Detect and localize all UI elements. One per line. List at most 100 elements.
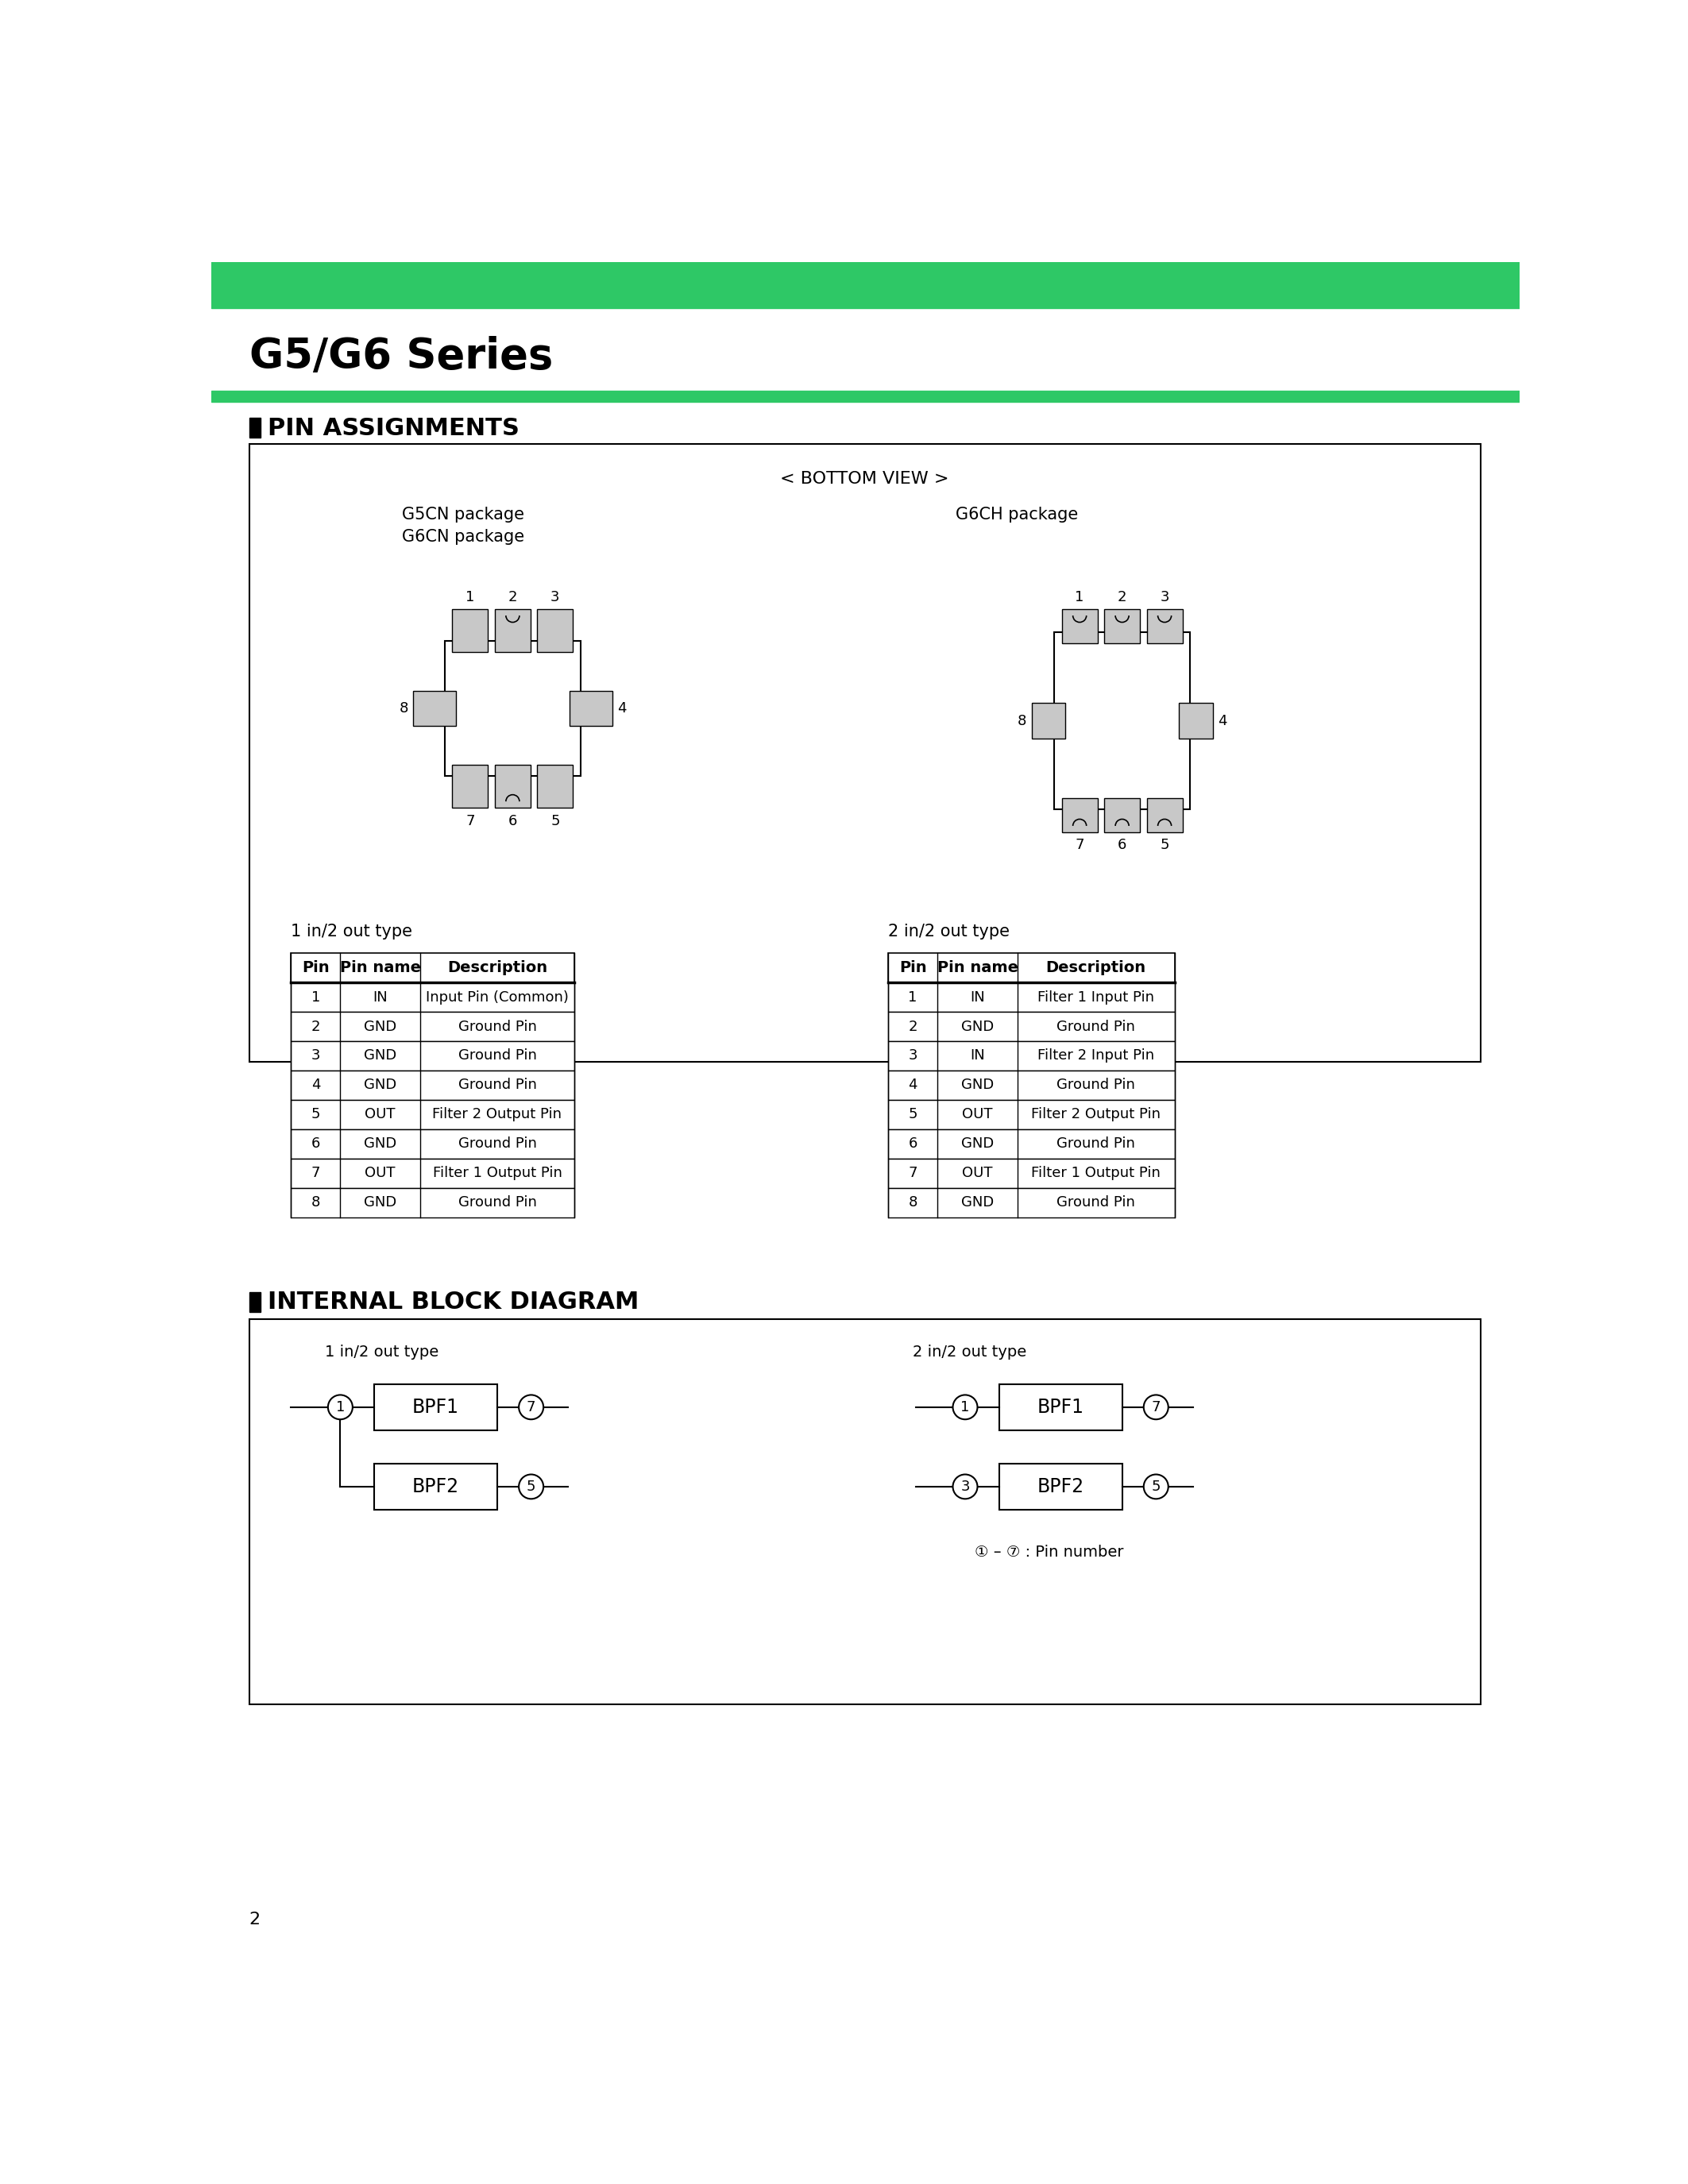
Text: 1: 1 bbox=[336, 1400, 344, 1415]
Text: 5: 5 bbox=[1160, 839, 1170, 852]
Circle shape bbox=[1144, 1474, 1168, 1498]
Text: GND: GND bbox=[365, 1195, 397, 1210]
Text: 1: 1 bbox=[311, 989, 321, 1005]
Text: 8: 8 bbox=[908, 1195, 917, 1210]
Bar bbox=[569, 690, 613, 727]
Bar bbox=[414, 690, 456, 727]
Text: GND: GND bbox=[960, 1136, 994, 1151]
Bar bbox=[1062, 799, 1097, 832]
Text: 7: 7 bbox=[908, 1166, 917, 1179]
Circle shape bbox=[1144, 1396, 1168, 1420]
Text: 2 in/2 out type: 2 in/2 out type bbox=[888, 924, 1009, 939]
Text: G5CN package
G6CN package: G5CN package G6CN package bbox=[402, 507, 525, 544]
Text: G5/G6 Series: G5/G6 Series bbox=[250, 336, 552, 378]
Text: Input Pin (Common): Input Pin (Common) bbox=[425, 989, 569, 1005]
Text: 6: 6 bbox=[311, 1136, 321, 1151]
Bar bbox=[452, 764, 488, 808]
Text: 5: 5 bbox=[908, 1107, 917, 1123]
Text: Ground Pin: Ground Pin bbox=[457, 1079, 537, 1092]
Bar bbox=[375, 1385, 498, 1431]
Text: Pin: Pin bbox=[302, 961, 329, 976]
Text: 1: 1 bbox=[466, 590, 474, 605]
Bar bbox=[211, 391, 1519, 402]
Text: 7: 7 bbox=[311, 1166, 321, 1179]
Text: Pin: Pin bbox=[900, 961, 927, 976]
Text: BPF1: BPF1 bbox=[412, 1398, 459, 1417]
Text: 4: 4 bbox=[311, 1079, 321, 1092]
Bar bbox=[537, 609, 572, 653]
Text: Ground Pin: Ground Pin bbox=[457, 1136, 537, 1151]
Circle shape bbox=[952, 1396, 977, 1420]
Text: 2: 2 bbox=[250, 1911, 260, 1926]
Text: IN: IN bbox=[971, 1048, 984, 1064]
Bar bbox=[888, 1011, 1175, 1042]
Bar bbox=[1178, 703, 1212, 738]
Bar bbox=[290, 1070, 574, 1101]
Bar bbox=[290, 952, 574, 983]
Bar bbox=[290, 983, 574, 1011]
Text: BPF2: BPF2 bbox=[1036, 1476, 1084, 1496]
Text: 2: 2 bbox=[908, 1020, 917, 1033]
Bar bbox=[495, 609, 530, 653]
Text: 1: 1 bbox=[908, 989, 917, 1005]
Text: Ground Pin: Ground Pin bbox=[1057, 1195, 1136, 1210]
Text: 4: 4 bbox=[908, 1079, 917, 1092]
Text: 5: 5 bbox=[1151, 1479, 1161, 1494]
Bar bbox=[290, 1042, 574, 1070]
Text: 2: 2 bbox=[311, 1020, 321, 1033]
Text: G6CH package: G6CH package bbox=[955, 507, 1079, 522]
Text: 3: 3 bbox=[311, 1048, 321, 1064]
Text: GND: GND bbox=[960, 1020, 994, 1033]
Bar bbox=[250, 1293, 260, 1313]
Text: 2: 2 bbox=[508, 590, 517, 605]
Text: GND: GND bbox=[960, 1079, 994, 1092]
Circle shape bbox=[518, 1474, 544, 1498]
Bar bbox=[495, 764, 530, 808]
Text: PIN ASSIGNMENTS: PIN ASSIGNMENTS bbox=[268, 417, 520, 439]
Text: 6: 6 bbox=[908, 1136, 917, 1151]
Text: 7: 7 bbox=[527, 1400, 535, 1415]
Bar bbox=[250, 417, 260, 437]
Text: 3: 3 bbox=[960, 1479, 969, 1494]
Text: 4: 4 bbox=[618, 701, 626, 716]
Text: 1 in/2 out type: 1 in/2 out type bbox=[324, 1345, 439, 1361]
Text: 3: 3 bbox=[1160, 590, 1170, 605]
Bar bbox=[888, 983, 1175, 1011]
Bar bbox=[888, 952, 1175, 983]
Bar bbox=[537, 764, 572, 808]
Text: 4: 4 bbox=[1217, 714, 1227, 727]
Text: GND: GND bbox=[365, 1136, 397, 1151]
Text: ① – ⑦ : Pin number: ① – ⑦ : Pin number bbox=[974, 1544, 1123, 1559]
Text: Ground Pin: Ground Pin bbox=[457, 1195, 537, 1210]
Text: Ground Pin: Ground Pin bbox=[1057, 1136, 1136, 1151]
Bar bbox=[375, 1463, 498, 1509]
Text: OUT: OUT bbox=[365, 1107, 395, 1123]
Bar bbox=[888, 1129, 1175, 1158]
Text: < BOTTOM VIEW >: < BOTTOM VIEW > bbox=[780, 472, 949, 487]
Text: Ground Pin: Ground Pin bbox=[457, 1020, 537, 1033]
Bar bbox=[1062, 609, 1097, 642]
Bar bbox=[250, 1319, 1480, 1704]
Bar bbox=[1031, 703, 1065, 738]
Text: Pin name: Pin name bbox=[937, 961, 1018, 976]
Text: Description: Description bbox=[447, 961, 547, 976]
Bar bbox=[211, 262, 1519, 308]
Bar bbox=[290, 1011, 574, 1042]
Text: 7: 7 bbox=[1075, 839, 1084, 852]
Bar bbox=[1104, 799, 1139, 832]
Text: GND: GND bbox=[960, 1195, 994, 1210]
Text: GND: GND bbox=[365, 1079, 397, 1092]
Text: OUT: OUT bbox=[365, 1166, 395, 1179]
Text: Filter 1 Output Pin: Filter 1 Output Pin bbox=[432, 1166, 562, 1179]
Text: Ground Pin: Ground Pin bbox=[1057, 1020, 1136, 1033]
Text: 2: 2 bbox=[1117, 590, 1126, 605]
Text: BPF1: BPF1 bbox=[1036, 1398, 1084, 1417]
Text: 6: 6 bbox=[1117, 839, 1126, 852]
Bar bbox=[452, 609, 488, 653]
Text: OUT: OUT bbox=[962, 1166, 993, 1179]
Bar bbox=[290, 1188, 574, 1216]
Text: 8: 8 bbox=[1018, 714, 1026, 727]
Text: 5: 5 bbox=[527, 1479, 535, 1494]
Text: Description: Description bbox=[1047, 961, 1146, 976]
Text: Filter 2 Input Pin: Filter 2 Input Pin bbox=[1038, 1048, 1155, 1064]
